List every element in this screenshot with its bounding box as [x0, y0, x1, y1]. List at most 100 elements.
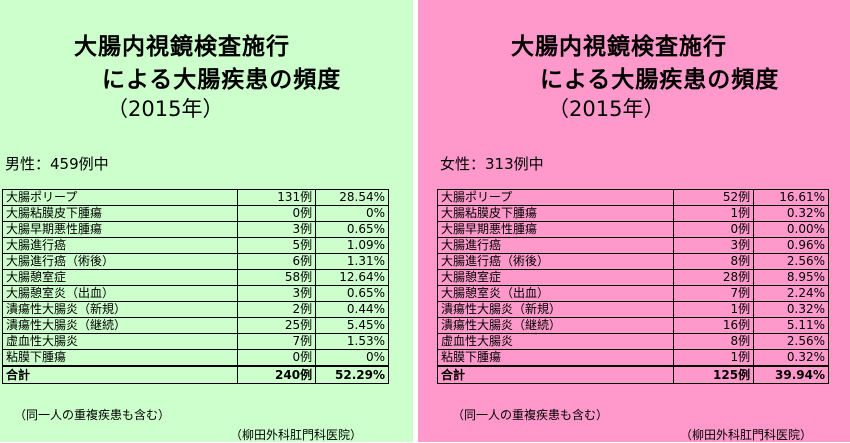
percent-cell: 16.61% [753, 189, 829, 206]
percent-cell: 2.56% [753, 333, 829, 350]
table-row: 粘膜下腫瘍 0例 0% [1, 349, 389, 367]
table-row: 大腸粘膜皮下腫瘍 1例 0.32% [436, 205, 829, 222]
table-row: 虚血性大腸炎 7例 1.53% [1, 333, 389, 350]
percent-cell: 1.09% [315, 237, 389, 254]
disease-name-cell: 大腸憩室炎（出血） [436, 285, 675, 302]
cases-cell: 0例 [237, 205, 317, 222]
cases-cell: 125例 [673, 365, 755, 384]
disease-name-cell: 虚血性大腸炎 [436, 333, 675, 350]
female-panel: 大腸内視鏡検査施行 による大腸疾患の頻度 （2015年） 女性：313例中 大腸… [418, 0, 850, 442]
male-note: （同一人の重複疾患も含む） [14, 408, 171, 422]
cases-cell: 240例 [237, 365, 317, 384]
cases-cell: 3例 [237, 285, 317, 302]
title-line1: 大腸内視鏡検査施行 [511, 34, 727, 60]
disease-name-cell: 粘膜下腫瘍 [436, 349, 675, 367]
cases-cell: 28例 [673, 269, 755, 286]
percent-cell: 0% [315, 349, 389, 367]
percent-cell: 12.64% [315, 269, 389, 286]
percent-cell: 0.96% [753, 237, 829, 254]
table-row: 大腸ポリープ 131例 28.54% [1, 189, 389, 206]
cases-cell: 6例 [237, 253, 317, 270]
cases-cell: 8例 [673, 333, 755, 350]
total-row: 合計 240例 52.29% [1, 365, 389, 384]
table-row: 虚血性大腸炎 8例 2.56% [436, 333, 829, 350]
male-panel: 大腸内視鏡検査施行 による大腸疾患の頻度 （2015年） 男性：459例中 大腸… [0, 0, 413, 442]
percent-cell: 1.53% [315, 333, 389, 350]
percent-cell: 39.94% [753, 365, 829, 384]
disease-name-cell: 潰瘍性大腸炎（新規） [436, 301, 675, 318]
disease-name-cell: 虚血性大腸炎 [1, 333, 239, 350]
cases-cell: 58例 [237, 269, 317, 286]
percent-cell: 2.24% [753, 285, 829, 302]
percent-cell: 8.95% [753, 269, 829, 286]
percent-cell: 5.45% [315, 317, 389, 334]
disease-name-cell: 大腸進行癌 [1, 237, 239, 254]
disease-name-cell: 大腸憩室症 [436, 269, 675, 286]
cases-cell: 52例 [673, 189, 755, 206]
panel-divider [413, 0, 418, 442]
disease-name-cell: 潰瘍性大腸炎（継続） [1, 317, 239, 334]
cases-cell: 16例 [673, 317, 755, 334]
cases-cell: 7例 [237, 333, 317, 350]
title-line2: による大腸疾患の頻度 [102, 67, 342, 93]
male-count-label: 男性：459例中 [5, 155, 109, 173]
title-year: （2015年） [107, 97, 224, 121]
title-line1: 大腸内視鏡検査施行 [74, 34, 290, 60]
cases-cell: 5例 [237, 237, 317, 254]
disease-name-cell: 大腸早期悪性腫瘍 [1, 221, 239, 238]
cases-cell: 7例 [673, 285, 755, 302]
disease-name-cell: 大腸粘膜皮下腫瘍 [1, 205, 239, 222]
disease-name-cell: 大腸憩室症 [1, 269, 239, 286]
disease-name-cell: 大腸ポリープ [436, 189, 675, 206]
disease-name-cell: 大腸ポリープ [1, 189, 239, 206]
table-row: 潰瘍性大腸炎（継続） 25例 5.45% [1, 317, 389, 334]
female-count-label: 女性：313例中 [440, 155, 544, 173]
cases-cell: 131例 [237, 189, 317, 206]
table-row: 大腸進行癌 5例 1.09% [1, 237, 389, 254]
percent-cell: 0.00% [753, 221, 829, 238]
male-table: 大腸ポリープ 131例 28.54% 大腸粘膜皮下腫瘍 0例 0% 大腸早期悪性腫瘍 3例 0.… [1, 189, 389, 384]
title-line2: による大腸疾患の頻度 [540, 67, 780, 93]
cases-cell: 2例 [237, 301, 317, 318]
disease-name-cell: 合計 [436, 365, 675, 384]
cases-cell: 3例 [237, 221, 317, 238]
percent-cell: 52.29% [315, 365, 389, 384]
percent-cell: 28.54% [315, 189, 389, 206]
percent-cell: 5.11% [753, 317, 829, 334]
cases-cell: 1例 [673, 349, 755, 367]
cases-cell: 0例 [237, 349, 317, 367]
table-row: 大腸進行癌（術後） 8例 2.56% [436, 253, 829, 270]
percent-cell: 2.56% [753, 253, 829, 270]
table-row: 大腸憩室症 58例 12.64% [1, 269, 389, 286]
male-clinic: （柳田外科肛門科医院） [230, 428, 363, 442]
female-note: （同一人の重複疾患も含む） [452, 408, 609, 422]
percent-cell: 1.31% [315, 253, 389, 270]
table-row: 大腸憩室炎（出血） 3例 0.65% [1, 285, 389, 302]
disease-name-cell: 合計 [1, 365, 239, 384]
table-row: 大腸早期悪性腫瘍 3例 0.65% [1, 221, 389, 238]
cases-cell: 0例 [673, 221, 755, 238]
table-row: 大腸憩室炎（出血） 7例 2.24% [436, 285, 829, 302]
table-row: 大腸ポリープ 52例 16.61% [436, 189, 829, 206]
disease-name-cell: 粘膜下腫瘍 [1, 349, 239, 367]
title-year: （2015年） [548, 97, 665, 121]
table-row: 大腸早期悪性腫瘍 0例 0.00% [436, 221, 829, 238]
percent-cell: 0.65% [315, 285, 389, 302]
table-row: 大腸進行癌 3例 0.96% [436, 237, 829, 254]
disease-name-cell: 潰瘍性大腸炎（継続） [436, 317, 675, 334]
disease-name-cell: 大腸進行癌（術後） [1, 253, 239, 270]
disease-name-cell: 大腸早期悪性腫瘍 [436, 221, 675, 238]
table-row: 潰瘍性大腸炎（新規） 1例 0.32% [436, 301, 829, 318]
percent-cell: 0.44% [315, 301, 389, 318]
disease-name-cell: 大腸進行癌 [436, 237, 675, 254]
table-row: 潰瘍性大腸炎（新規） 2例 0.44% [1, 301, 389, 318]
cases-cell: 1例 [673, 301, 755, 318]
disease-name-cell: 大腸粘膜皮下腫瘍 [436, 205, 675, 222]
table-row: 大腸憩室症 28例 8.95% [436, 269, 829, 286]
cases-cell: 1例 [673, 205, 755, 222]
table-row: 粘膜下腫瘍 1例 0.32% [436, 349, 829, 367]
disease-name-cell: 大腸憩室炎（出血） [1, 285, 239, 302]
percent-cell: 0.32% [753, 205, 829, 222]
female-clinic: （柳田外科肛門科医院） [680, 428, 813, 442]
cases-cell: 3例 [673, 237, 755, 254]
